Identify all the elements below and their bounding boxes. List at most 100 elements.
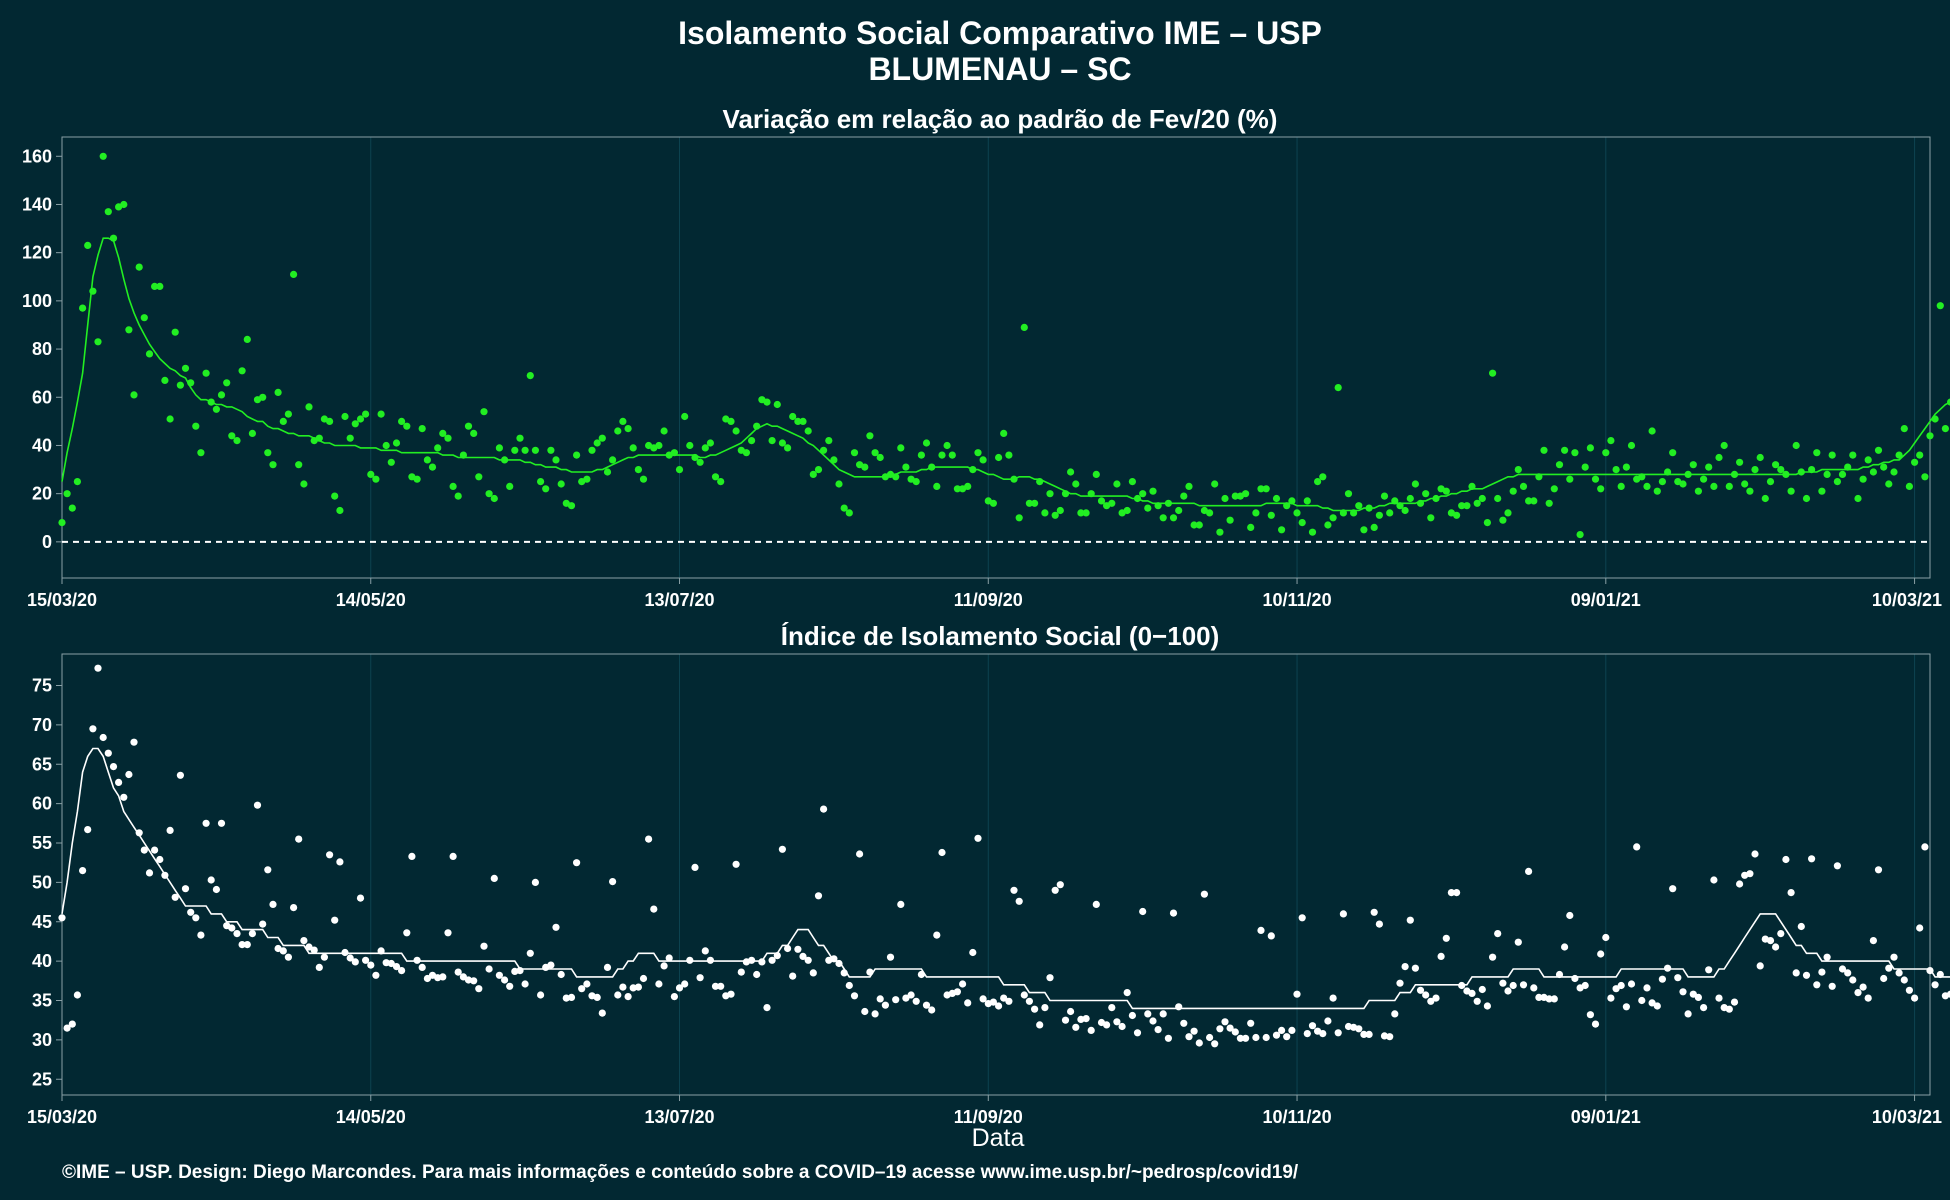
data-point bbox=[1926, 967, 1934, 975]
data-point bbox=[212, 885, 220, 894]
data-point bbox=[1092, 900, 1100, 909]
data-point bbox=[1530, 497, 1538, 505]
data-point bbox=[295, 835, 303, 843]
data-point bbox=[1154, 502, 1162, 510]
data-point bbox=[742, 449, 751, 457]
data-point bbox=[871, 1010, 879, 1018]
data-point bbox=[1473, 499, 1481, 507]
data-point bbox=[1715, 453, 1723, 462]
data-point bbox=[1190, 1027, 1198, 1035]
data-point bbox=[1895, 969, 1903, 977]
x-tick-label: 10/03/21 bbox=[1872, 590, 1942, 610]
data-point bbox=[1056, 506, 1064, 515]
data-point bbox=[639, 974, 648, 983]
data-point bbox=[130, 738, 138, 746]
data-point bbox=[1849, 976, 1857, 984]
data-point bbox=[979, 456, 987, 464]
data-point bbox=[207, 876, 215, 884]
data-point bbox=[1617, 482, 1625, 490]
moving-average-line bbox=[61, 747, 1950, 1010]
data-point bbox=[964, 482, 972, 490]
data-point bbox=[537, 478, 545, 486]
y-tick-label: 40 bbox=[32, 951, 52, 971]
data-point bbox=[737, 968, 745, 976]
data-point bbox=[922, 1001, 931, 1009]
x-tick-label: 15/03/20 bbox=[27, 1107, 97, 1127]
data-point bbox=[634, 983, 643, 991]
data-point bbox=[537, 991, 545, 999]
data-point bbox=[145, 869, 154, 877]
data-point bbox=[1869, 468, 1877, 476]
data-point bbox=[521, 446, 529, 454]
data-point bbox=[1751, 466, 1759, 474]
data-point bbox=[1303, 1030, 1311, 1038]
data-point bbox=[655, 980, 663, 988]
data-point bbox=[1535, 993, 1543, 1002]
data-point bbox=[1581, 463, 1589, 471]
data-point bbox=[1859, 983, 1867, 991]
data-point bbox=[1288, 1026, 1296, 1034]
data-point bbox=[804, 427, 812, 435]
panel-border bbox=[61, 136, 1931, 579]
data-point bbox=[1236, 1034, 1244, 1042]
data-point bbox=[706, 439, 715, 447]
data-point bbox=[1890, 953, 1898, 961]
data-point bbox=[1283, 1033, 1291, 1041]
data-point bbox=[979, 995, 987, 1003]
data-point bbox=[1133, 1029, 1142, 1037]
data-point bbox=[964, 999, 972, 1007]
data-point bbox=[1509, 981, 1517, 990]
data-point bbox=[79, 867, 87, 875]
data-point bbox=[331, 492, 339, 500]
data-point bbox=[84, 826, 92, 834]
data-point bbox=[1658, 478, 1666, 486]
data-point bbox=[1082, 509, 1090, 517]
data-point bbox=[259, 920, 267, 928]
data-point bbox=[485, 965, 493, 973]
data-point bbox=[171, 328, 179, 336]
data-point bbox=[1149, 487, 1157, 495]
data-point bbox=[814, 466, 823, 474]
data-point bbox=[1936, 970, 1944, 979]
data-point bbox=[1164, 499, 1172, 507]
data-point bbox=[768, 956, 776, 964]
data-point bbox=[748, 437, 756, 445]
data-point bbox=[1813, 449, 1821, 457]
data-point bbox=[1324, 521, 1332, 529]
data-point bbox=[588, 446, 596, 454]
data-point bbox=[850, 449, 859, 457]
data-point bbox=[1864, 994, 1872, 1002]
data-point bbox=[109, 234, 118, 242]
data-point bbox=[1648, 999, 1656, 1007]
data-point bbox=[495, 971, 503, 979]
data-point bbox=[336, 506, 344, 515]
data-point bbox=[151, 846, 159, 854]
data-point bbox=[372, 971, 380, 979]
data-point bbox=[1416, 499, 1425, 507]
moving-average-line bbox=[61, 237, 1950, 512]
data-point bbox=[1453, 889, 1461, 897]
data-point bbox=[1916, 451, 1924, 459]
data-point bbox=[660, 962, 668, 970]
data-point bbox=[125, 326, 133, 334]
data-point bbox=[192, 422, 200, 430]
x-tick-label: 13/07/20 bbox=[644, 1107, 714, 1127]
data-point bbox=[974, 449, 982, 457]
data-point bbox=[1746, 870, 1754, 878]
data-point bbox=[1715, 994, 1723, 1002]
data-point bbox=[1751, 850, 1759, 858]
data-point bbox=[295, 461, 303, 469]
data-point bbox=[1036, 478, 1044, 486]
data-point bbox=[1067, 1007, 1075, 1016]
data-point bbox=[1509, 487, 1517, 495]
data-point bbox=[1329, 514, 1337, 522]
data-point bbox=[1947, 990, 1950, 998]
data-point bbox=[58, 519, 66, 527]
top-panel: 15/03/20 14/05/20 13/07/20 11/09/20 10/11/20… bbox=[22, 136, 1950, 610]
data-point bbox=[1257, 926, 1265, 935]
data-point bbox=[1380, 492, 1389, 500]
data-point bbox=[1458, 981, 1466, 990]
data-point bbox=[1504, 987, 1512, 995]
data-point bbox=[1576, 531, 1584, 539]
y-tick-label: 55 bbox=[32, 833, 52, 853]
